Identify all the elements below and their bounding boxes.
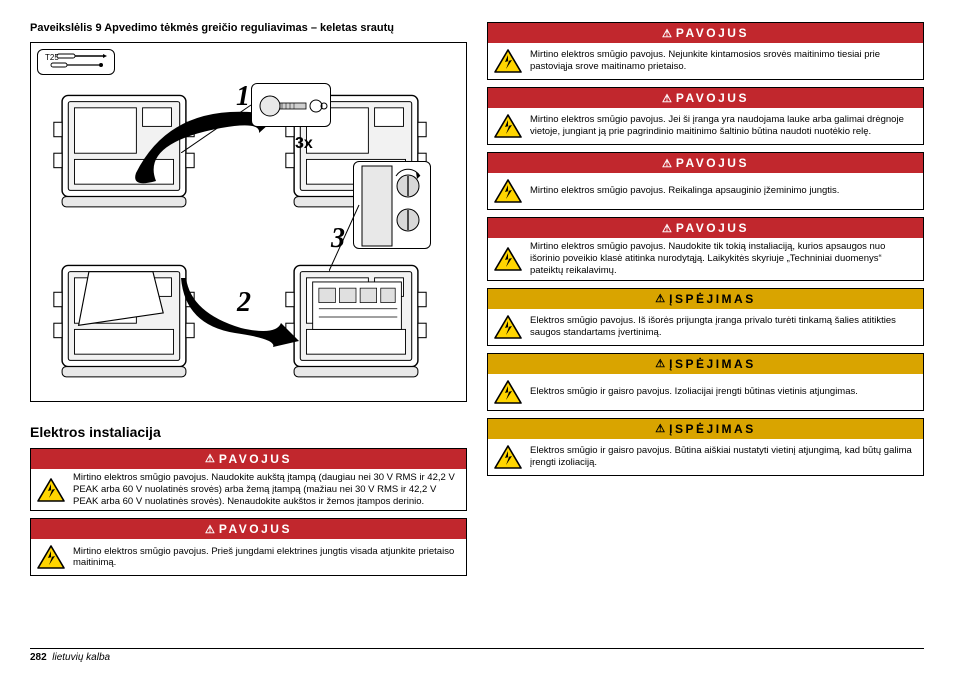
warning-triangle-icon: ⚠ xyxy=(662,222,672,235)
hazard-icon xyxy=(490,314,526,340)
warning-body: Elektros smūgio pavojus. Iš išorės priju… xyxy=(488,309,923,345)
warning-triangle-icon: ⚠ xyxy=(655,422,665,435)
repeat-3x: 3x xyxy=(295,135,313,153)
warning-header: ⚠ ĮSPĖJIMAS xyxy=(488,354,923,374)
hazard-icon xyxy=(33,544,69,570)
leader-line-1 xyxy=(181,103,271,153)
page-columns: Paveikslėlis 9 Apvedimo tėkmės greičio r… xyxy=(30,22,924,620)
hazard-icon xyxy=(490,379,526,405)
warning-header: ⚠ PAVOJUS xyxy=(31,449,466,469)
right-warning: ⚠ ĮSPĖJIMAS Elektros smūgio pavojus. Iš iš… xyxy=(487,288,924,346)
warning-text: Elektros smūgio pavojus. Iš išorės priju… xyxy=(530,315,917,339)
right-warning: ⚠ PAVOJUS Mirtino elektros smūgio pavojus.… xyxy=(487,87,924,145)
warning-body: Mirtino elektros smūgio pavojus. Naudoki… xyxy=(488,238,923,280)
left-warnings: ⚠ PAVOJUS Mirtino elektros smūgio pavojus.… xyxy=(30,448,467,584)
unit-bottom-left xyxy=(49,251,199,381)
warning-head-text: PAVOJUS xyxy=(676,221,749,235)
hazard-icon xyxy=(490,246,526,272)
warning-triangle-icon: ⚠ xyxy=(205,452,215,465)
warning-body: Mirtino elektros smūgio pavojus. Reikali… xyxy=(488,173,923,209)
warning-triangle-icon: ⚠ xyxy=(662,92,672,105)
warning-header: ⚠ PAVOJUS xyxy=(488,153,923,173)
warning-head-text: PAVOJUS xyxy=(219,522,292,536)
warning-header: ⚠ ĮSPĖJIMAS xyxy=(488,419,923,439)
warning-header: ⚠ ĮSPĖJIMAS xyxy=(488,289,923,309)
warning-body: Elektros smūgio ir gaisro pavojus. Būtin… xyxy=(488,439,923,475)
warning-head-text: PAVOJUS xyxy=(676,156,749,170)
warning-triangle-icon: ⚠ xyxy=(662,27,672,40)
warning-triangle-icon: ⚠ xyxy=(655,357,665,370)
warning-body: Mirtino elektros smūgio pavojus. Naudoki… xyxy=(31,469,466,511)
left-warning: ⚠ PAVOJUS Mirtino elektros smūgio pavojus.… xyxy=(30,448,467,512)
warning-text: Elektros smūgio ir gaisro pavojus. Izoli… xyxy=(530,386,858,398)
warning-text: Mirtino elektros smūgio pavojus. Naudoki… xyxy=(73,472,460,508)
page-language: lietuvių kalba xyxy=(52,652,110,663)
warning-header: ⚠ PAVOJUS xyxy=(488,23,923,43)
warning-text: Mirtino elektros smūgio pavojus. Reikali… xyxy=(530,185,839,197)
warning-text: Mirtino elektros smūgio pavojus. Nejunki… xyxy=(530,49,917,73)
right-warning: ⚠ PAVOJUS Mirtino elektros smūgio pavojus.… xyxy=(487,152,924,210)
right-warning: ⚠ ĮSPĖJIMAS Elektros smūgio ir gaisro pavo… xyxy=(487,418,924,476)
right-warning: ⚠ PAVOJUS Mirtino elektros smūgio pavojus.… xyxy=(487,22,924,80)
right-warning: ⚠ ĮSPĖJIMAS Elektros smūgio ir gaisro pavo… xyxy=(487,353,924,411)
figure-illustration: T25 xyxy=(30,42,467,402)
hazard-icon xyxy=(490,178,526,204)
right-warnings: ⚠ PAVOJUS Mirtino elektros smūgio pavojus.… xyxy=(487,22,924,483)
warning-body: Mirtino elektros smūgio pavojus. Prieš j… xyxy=(31,539,466,575)
figure-caption: Paveikslėlis 9 Apvedimo tėkmės greičio r… xyxy=(30,22,467,36)
warning-text: Mirtino elektros smūgio pavojus. Prieš j… xyxy=(73,546,460,570)
step-1: 1 xyxy=(236,81,250,113)
hazard-icon xyxy=(33,477,69,503)
left-column: Paveikslėlis 9 Apvedimo tėkmės greičio r… xyxy=(30,22,467,620)
hazard-icon xyxy=(490,113,526,139)
right-warning: ⚠ PAVOJUS Mirtino elektros smūgio pavojus.… xyxy=(487,217,924,281)
left-warning: ⚠ PAVOJUS Mirtino elektros smūgio pavojus.… xyxy=(30,518,467,576)
warning-text: Elektros smūgio ir gaisro pavojus. Būtin… xyxy=(530,445,917,469)
right-column: ⚠ PAVOJUS Mirtino elektros smūgio pavojus.… xyxy=(487,22,924,620)
warning-head-text: ĮSPĖJIMAS xyxy=(669,357,756,371)
warning-header: ⚠ PAVOJUS xyxy=(488,88,923,108)
warning-head-text: PAVOJUS xyxy=(219,452,292,466)
page-footer: 282 lietuvių kalba xyxy=(30,648,924,663)
warning-head-text: PAVOJUS xyxy=(676,26,749,40)
tool-callout: T25 xyxy=(37,49,115,75)
warning-triangle-icon: ⚠ xyxy=(655,292,665,305)
warning-triangle-icon: ⚠ xyxy=(205,523,215,536)
warning-body: Elektros smūgio ir gaisro pavojus. Izoli… xyxy=(488,374,923,410)
warning-triangle-icon: ⚠ xyxy=(662,157,672,170)
page-number: 282 xyxy=(30,652,47,663)
warning-header: ⚠ PAVOJUS xyxy=(31,519,466,539)
warning-text: Mirtino elektros smūgio pavojus. Jei ši … xyxy=(530,114,917,138)
warning-body: Mirtino elektros smūgio pavojus. Jei ši … xyxy=(488,108,923,144)
warning-head-text: ĮSPĖJIMAS xyxy=(669,422,756,436)
step-3: 3 xyxy=(331,223,345,255)
warning-text: Mirtino elektros smūgio pavojus. Naudoki… xyxy=(530,241,917,277)
hazard-icon xyxy=(490,444,526,470)
step-2: 2 xyxy=(237,287,251,319)
warning-body: Mirtino elektros smūgio pavojus. Nejunki… xyxy=(488,43,923,79)
hazard-icon xyxy=(490,48,526,74)
warning-head-text: PAVOJUS xyxy=(676,91,749,105)
warning-head-text: ĮSPĖJIMAS xyxy=(669,292,756,306)
warning-header: ⚠ PAVOJUS xyxy=(488,218,923,238)
section-heading: Elektros instaliacija xyxy=(30,424,467,440)
